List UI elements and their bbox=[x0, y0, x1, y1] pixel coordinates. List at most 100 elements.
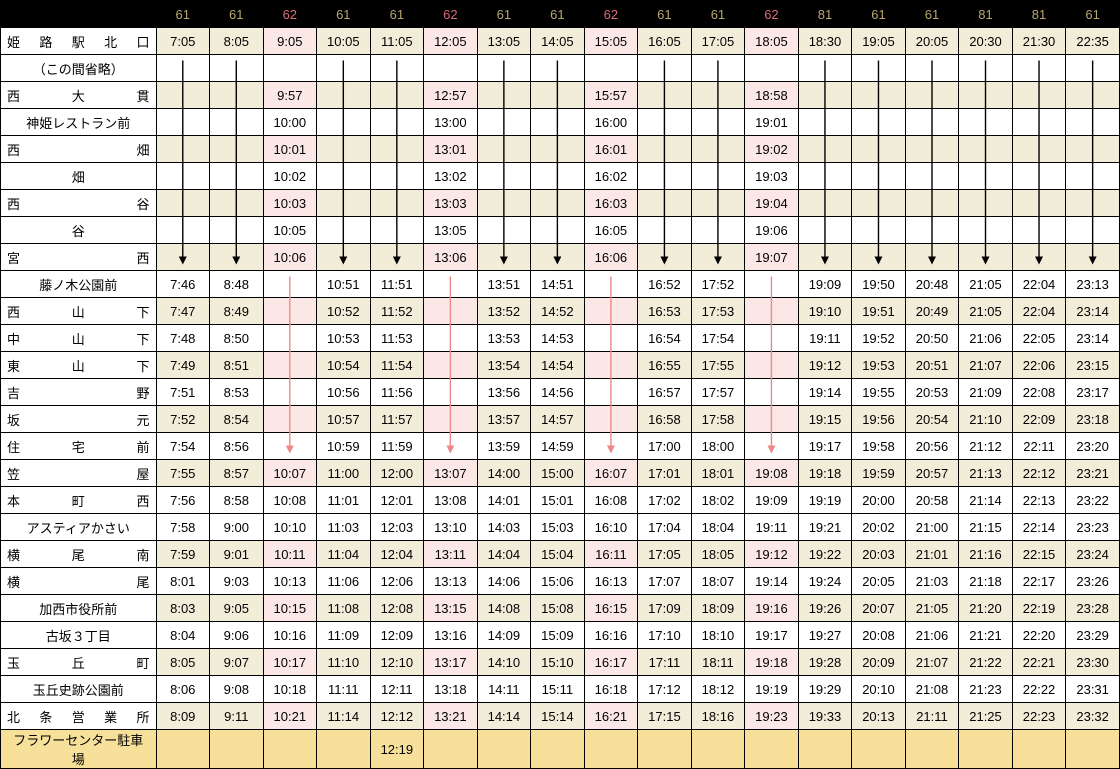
time-cell: 11:57 bbox=[370, 406, 424, 433]
time-cell: 10:01 bbox=[263, 136, 317, 163]
route-header: 62 bbox=[584, 1, 638, 28]
time-cell bbox=[531, 244, 585, 271]
time-cell: 21:21 bbox=[959, 622, 1013, 649]
stop-name: 玉丘町 bbox=[1, 649, 157, 676]
time-cell: 10:16 bbox=[263, 622, 317, 649]
time-cell bbox=[745, 271, 799, 298]
time-cell: 10:54 bbox=[317, 352, 371, 379]
time-cell bbox=[959, 163, 1013, 190]
time-cell: 21:05 bbox=[959, 298, 1013, 325]
time-cell: 13:15 bbox=[424, 595, 478, 622]
time-cell: 7:49 bbox=[156, 352, 210, 379]
time-cell: 19:03 bbox=[745, 163, 799, 190]
time-cell bbox=[210, 244, 264, 271]
time-cell: 21:03 bbox=[905, 568, 959, 595]
time-cell: 21:08 bbox=[905, 676, 959, 703]
time-cell: 18:05 bbox=[691, 541, 745, 568]
time-cell: 19:02 bbox=[745, 136, 799, 163]
time-cell: 11:00 bbox=[317, 460, 371, 487]
time-cell: 13:57 bbox=[477, 406, 531, 433]
time-cell bbox=[852, 109, 906, 136]
time-cell bbox=[905, 109, 959, 136]
time-cell: 10:07 bbox=[263, 460, 317, 487]
route-header: 61 bbox=[156, 1, 210, 28]
time-cell: 20:57 bbox=[905, 460, 959, 487]
time-cell bbox=[370, 82, 424, 109]
time-cell: 22:06 bbox=[1012, 352, 1066, 379]
time-cell bbox=[531, 730, 585, 769]
time-cell: 23:17 bbox=[1066, 379, 1120, 406]
time-cell: 7:46 bbox=[156, 271, 210, 298]
time-cell: 15:03 bbox=[531, 514, 585, 541]
time-cell: 13:07 bbox=[424, 460, 478, 487]
time-cell bbox=[1066, 55, 1120, 82]
time-cell: 21:07 bbox=[959, 352, 1013, 379]
time-cell: 12:11 bbox=[370, 676, 424, 703]
time-cell: 20:07 bbox=[852, 595, 906, 622]
time-cell: 13:51 bbox=[477, 271, 531, 298]
time-cell bbox=[317, 163, 371, 190]
time-cell bbox=[584, 406, 638, 433]
time-cell: 16:58 bbox=[638, 406, 692, 433]
time-cell: 17:11 bbox=[638, 649, 692, 676]
time-cell bbox=[477, 109, 531, 136]
time-cell: 19:27 bbox=[798, 622, 852, 649]
time-cell: 19:17 bbox=[798, 433, 852, 460]
time-cell: 20:00 bbox=[852, 487, 906, 514]
time-cell: 14:08 bbox=[477, 595, 531, 622]
time-cell: 21:12 bbox=[959, 433, 1013, 460]
time-cell: 14:09 bbox=[477, 622, 531, 649]
time-cell bbox=[210, 82, 264, 109]
time-cell bbox=[370, 163, 424, 190]
time-cell: 7:48 bbox=[156, 325, 210, 352]
time-cell: 13:06 bbox=[424, 244, 478, 271]
time-cell: 19:12 bbox=[798, 352, 852, 379]
time-cell: 23:15 bbox=[1066, 352, 1120, 379]
time-cell bbox=[317, 190, 371, 217]
time-cell bbox=[638, 730, 692, 769]
time-cell bbox=[210, 217, 264, 244]
time-cell bbox=[798, 82, 852, 109]
time-cell bbox=[424, 55, 478, 82]
time-cell: 8:51 bbox=[210, 352, 264, 379]
time-cell: 20:03 bbox=[852, 541, 906, 568]
time-cell: 19:17 bbox=[745, 622, 799, 649]
time-cell: 11:06 bbox=[317, 568, 371, 595]
time-cell: 8:01 bbox=[156, 568, 210, 595]
time-cell bbox=[798, 163, 852, 190]
time-cell bbox=[905, 244, 959, 271]
time-cell bbox=[531, 82, 585, 109]
stop-name: 北条営業所 bbox=[1, 703, 157, 730]
time-cell: 19:14 bbox=[745, 568, 799, 595]
time-cell: 19:14 bbox=[798, 379, 852, 406]
time-cell: 20:48 bbox=[905, 271, 959, 298]
time-cell: 13:53 bbox=[477, 325, 531, 352]
time-cell: 14:00 bbox=[477, 460, 531, 487]
time-cell: 17:53 bbox=[691, 298, 745, 325]
time-cell bbox=[745, 433, 799, 460]
time-cell bbox=[1066, 217, 1120, 244]
time-cell: 13:08 bbox=[424, 487, 478, 514]
time-cell: 9:11 bbox=[210, 703, 264, 730]
time-cell bbox=[691, 136, 745, 163]
time-cell bbox=[531, 190, 585, 217]
time-cell: 10:17 bbox=[263, 649, 317, 676]
time-cell: 8:05 bbox=[210, 28, 264, 55]
time-cell: 20:05 bbox=[905, 28, 959, 55]
time-cell: 21:25 bbox=[959, 703, 1013, 730]
time-cell bbox=[370, 217, 424, 244]
time-cell: 22:21 bbox=[1012, 649, 1066, 676]
time-cell bbox=[370, 190, 424, 217]
time-cell bbox=[691, 82, 745, 109]
time-cell bbox=[531, 163, 585, 190]
time-cell bbox=[1012, 217, 1066, 244]
time-cell bbox=[531, 55, 585, 82]
time-cell: 11:04 bbox=[317, 541, 371, 568]
stop-name: 西大貫 bbox=[1, 82, 157, 109]
time-cell: 11:05 bbox=[370, 28, 424, 55]
time-cell bbox=[370, 109, 424, 136]
time-cell: 23:21 bbox=[1066, 460, 1120, 487]
time-cell: 9:06 bbox=[210, 622, 264, 649]
time-cell bbox=[1066, 163, 1120, 190]
time-cell: 10:13 bbox=[263, 568, 317, 595]
